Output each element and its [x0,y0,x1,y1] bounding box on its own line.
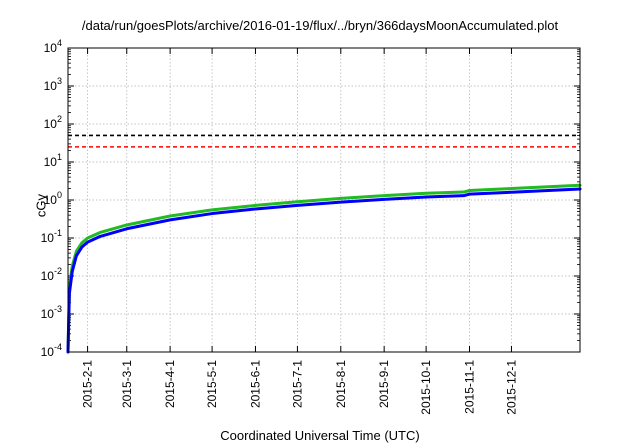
series-line-2 [66,187,582,354]
x-tick-label: 2015-12-1 [504,360,518,415]
x-tick-label: 2015-6-1 [248,360,262,408]
y-tick-label: 10-1 [41,228,62,245]
series-line-1 [66,183,582,354]
y-tick-label: 10-3 [41,304,62,321]
x-tick-label: 2015-8-1 [334,360,348,408]
y-tick-label: 10-4 [41,342,62,359]
x-tick-label: 2015-4-1 [163,360,177,408]
y-tick-label: 103 [44,76,62,93]
x-tick-label: 2015-9-1 [377,360,391,408]
x-tick-label: 2015-11-1 [462,360,476,414]
x-tick-label: 2015-3-1 [120,360,134,408]
chart-title: /data/run/goesPlots/archive/2016-01-19/f… [81,18,559,33]
y-tick-label: 101 [44,152,62,169]
x-axis-label: Coordinated Universal Time (UTC) [220,428,420,443]
x-tick-label: 2015-10-1 [419,360,433,415]
y-tick-label: 100 [44,190,62,207]
y-tick-label: 10-2 [41,266,62,283]
y-tick-label: 102 [44,114,62,131]
y-tick-label: 104 [44,38,62,55]
plot-frame [67,47,581,353]
x-tick-label: 2015-5-1 [205,360,219,408]
x-tick-label: 2015-2-1 [81,360,95,408]
x-tick-label: 2015-7-1 [290,360,304,408]
